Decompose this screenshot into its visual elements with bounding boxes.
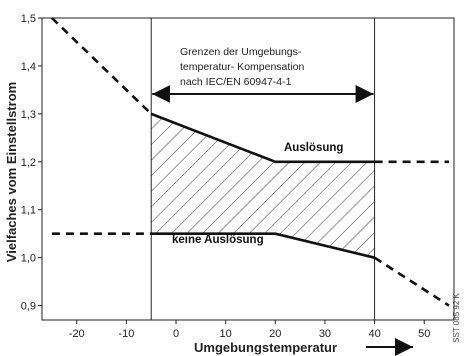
upper-label: Auslösung <box>284 142 343 154</box>
compensation-bounds <box>150 18 376 320</box>
x-tick-label: 10 <box>220 328 232 340</box>
lower-label: keine Auslösung <box>172 234 264 246</box>
y-tick-label: 1,1 <box>21 205 36 217</box>
annotation-line-2: temperatur- Kompensation <box>180 61 304 73</box>
series-upper-dashed-1 <box>50 17 153 115</box>
plot-border <box>41 17 455 321</box>
y-tick-label: 1,0 <box>21 253 36 265</box>
annotation-line-3: nach IEC/EN 60947-4-1 <box>180 76 292 88</box>
y-tick-label: 1,3 <box>21 109 36 121</box>
series-lower-solid-3 <box>151 232 375 259</box>
tolerance-band <box>151 113 375 258</box>
x-tick-label: 40 <box>368 328 380 340</box>
y-tick-label: 1,5 <box>21 13 36 25</box>
hatch-fill <box>151 113 375 258</box>
plot-frame <box>41 17 455 321</box>
y-tick-label: 0,9 <box>21 301 36 313</box>
y-tick-label: 1,2 <box>21 157 36 169</box>
x-tick-label: 50 <box>418 328 430 340</box>
x-axis-ticks: -20 -10 0 10 20 30 40 50 <box>69 320 430 340</box>
x-tick-label: 20 <box>269 328 281 340</box>
image-code: SST 085 92 K <box>452 293 461 343</box>
series-lines <box>50 17 450 307</box>
x-tick-label: 0 <box>173 328 179 340</box>
annotation-line-1: Grenzen der Umgebungs- <box>180 46 302 58</box>
series-upper-solid-0 <box>150 112 375 164</box>
y-axis-ticks: 0,9 1,0 1,1 1,2 1,3 1,4 1,5 <box>21 13 42 313</box>
y-tick-label: 1,4 <box>21 61 36 73</box>
x-axis-title: Umgebungstemperatur <box>194 340 337 355</box>
x-tick-label: -20 <box>69 328 85 340</box>
y-axis-title: Vielfaches vom Einstellstrom <box>4 82 19 262</box>
x-tick-label: 30 <box>319 328 331 340</box>
series-lower-dashed-5 <box>373 256 450 307</box>
x-tick-label: -10 <box>118 328 134 340</box>
